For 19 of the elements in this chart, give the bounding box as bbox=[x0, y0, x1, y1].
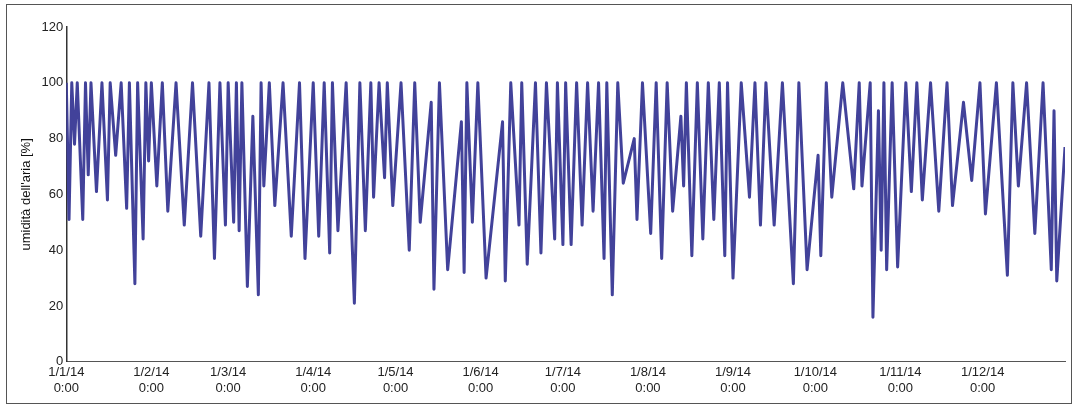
x-tick-label: 1/7/14 0:00 bbox=[544, 364, 581, 395]
x-tick-label: 1/4/14 0:00 bbox=[295, 364, 332, 395]
x-tick-label: 1/9/14 0:00 bbox=[714, 364, 752, 395]
x-tick-label: 1/6/14 0:00 bbox=[462, 364, 499, 395]
x-tick-label: 1/2/14 0:00 bbox=[133, 364, 170, 395]
x-tick-label: 1/12/14 0:00 bbox=[961, 364, 1005, 395]
y-tick-label: 40 bbox=[48, 241, 64, 257]
x-tick-label: 1/10/14 0:00 bbox=[793, 364, 838, 395]
y-tick-label: 120 bbox=[41, 18, 64, 34]
y-tick-label: 20 bbox=[48, 297, 64, 313]
x-tick-label: 1/11/14 0:00 bbox=[879, 364, 922, 395]
x-tick-label: 1/3/14 0:00 bbox=[210, 364, 247, 395]
x-tick-label: 1/1/14 0:00 bbox=[48, 364, 85, 395]
x-tick-label: 1/5/14 0:00 bbox=[377, 364, 414, 395]
y-tick-label: 100 bbox=[41, 74, 64, 90]
y-axis-title: umidità dell'aria [%] bbox=[18, 138, 34, 251]
y-tick-label: 60 bbox=[48, 185, 64, 201]
x-tick-label: 1/8/14 0:00 bbox=[629, 364, 667, 395]
y-tick-label: 80 bbox=[48, 130, 64, 146]
